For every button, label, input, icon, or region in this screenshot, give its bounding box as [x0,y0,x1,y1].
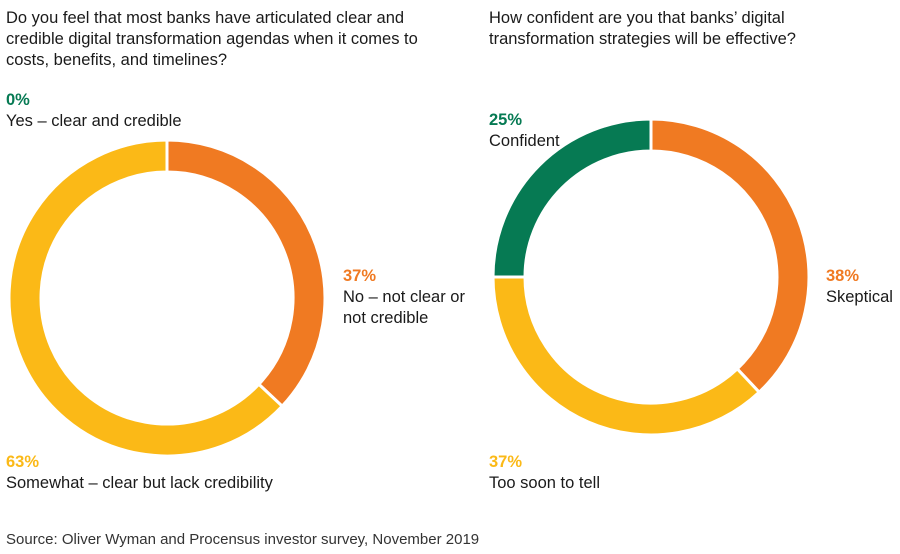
chart-1-slice-somewhat-label: 63% Somewhat – clear but lack credibilit… [6,452,273,494]
chart-2-slice-confident-label: 25% Confident [489,110,560,152]
donut-chart-1 [7,138,327,458]
chart-1-title: Do you feel that most banks have articul… [6,9,418,69]
chart-2-slice-skeptical-label: 38% Skeptical [826,266,893,308]
slice-value: 37% [489,453,523,471]
slice-label: Somewhat – clear but lack credibility [6,474,273,492]
source-note: Source: Oliver Wyman and Procensus inves… [6,531,480,548]
slice-label: Yes – clear and credible [6,112,182,130]
slice-label: Too soon to tell [489,474,600,492]
chart-2-title: How confident are you that banks’ digita… [489,9,796,48]
donut-1-slice-1 [165,138,327,409]
donut-2-slice-2 [491,117,653,279]
donut-2-slice-0 [649,117,811,395]
chart-1-slice-no-label: 37% No – not clear or not credible [343,266,473,329]
slice-label: No – not clear or not credible [343,288,465,327]
slice-value: 38% [826,267,860,285]
donut-1-slice-2 [7,138,285,458]
slice-value: 25% [489,111,523,129]
slice-label: Confident [489,132,560,150]
slice-label: Skeptical [826,288,893,306]
donut-2-slice-1 [491,275,762,437]
chart-1-slice-yes-label: 0% Yes – clear and credible [6,90,182,132]
donut-chart-2 [491,117,811,437]
slice-value: 37% [343,267,377,285]
chart-2-slice-too-soon-label: 37% Too soon to tell [489,452,600,494]
slice-value: 63% [6,453,40,471]
slice-value: 0% [6,91,30,109]
